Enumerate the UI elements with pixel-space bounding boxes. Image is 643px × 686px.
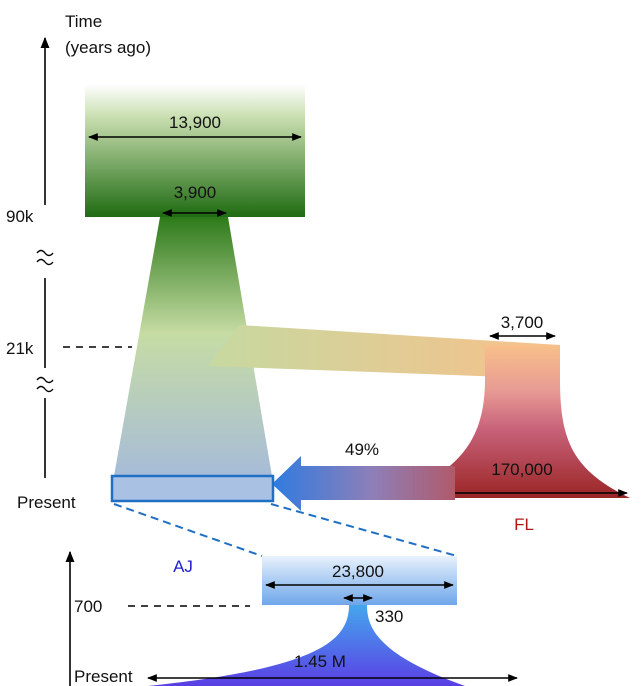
ancestral-top-size-label: 13,900 — [169, 113, 221, 132]
migration-arrow-shape — [272, 456, 455, 511]
axis-title-line2: (years ago) — [65, 38, 151, 57]
tick-90k: 90k — [6, 207, 34, 226]
fl-top-size-label: 3,700 — [501, 313, 544, 332]
axis-break-icon — [36, 376, 54, 393]
split-branch — [208, 325, 560, 379]
ancestral-population: 13,900 3,900 — [85, 84, 305, 476]
zoom-line-left — [113, 503, 263, 557]
tick-present: Present — [17, 493, 76, 512]
aj-bottleneck-label: 330 — [375, 607, 403, 626]
axis-break-icon — [36, 249, 54, 266]
aj-population-detail: 700 23,800 330 1.45 M Present — [65, 550, 518, 686]
aj-top-size-label: 23,800 — [332, 562, 384, 581]
ancestral-bottom-size-label: 3,900 — [174, 183, 217, 202]
aj-inset-box — [110, 474, 275, 503]
axis-title-line1: Time — [65, 12, 102, 31]
zoom-line-right — [270, 503, 458, 557]
aj-present-label: Present — [74, 667, 133, 686]
migration-percent-label: 49% — [345, 440, 379, 459]
aj-label: AJ — [173, 557, 193, 576]
fl-population: 3,700 170,000 FL — [395, 313, 630, 534]
fl-bottom-size-label: 170,000 — [491, 460, 552, 479]
ancestral-trunk — [114, 217, 272, 476]
migration-arrow: 49% — [272, 440, 455, 511]
time-axis: Time (years ago) 90k 21k Present — [6, 12, 151, 512]
ancestral-size-box — [85, 84, 305, 217]
aj-expansion-trumpet — [148, 605, 465, 686]
tick-21k: 21k — [6, 339, 34, 358]
aj-tick-700: 700 — [74, 597, 102, 616]
fl-label: FL — [514, 515, 534, 534]
fl-trumpet — [395, 345, 630, 498]
aj-bottom-size-label: 1.45 M — [294, 652, 346, 671]
